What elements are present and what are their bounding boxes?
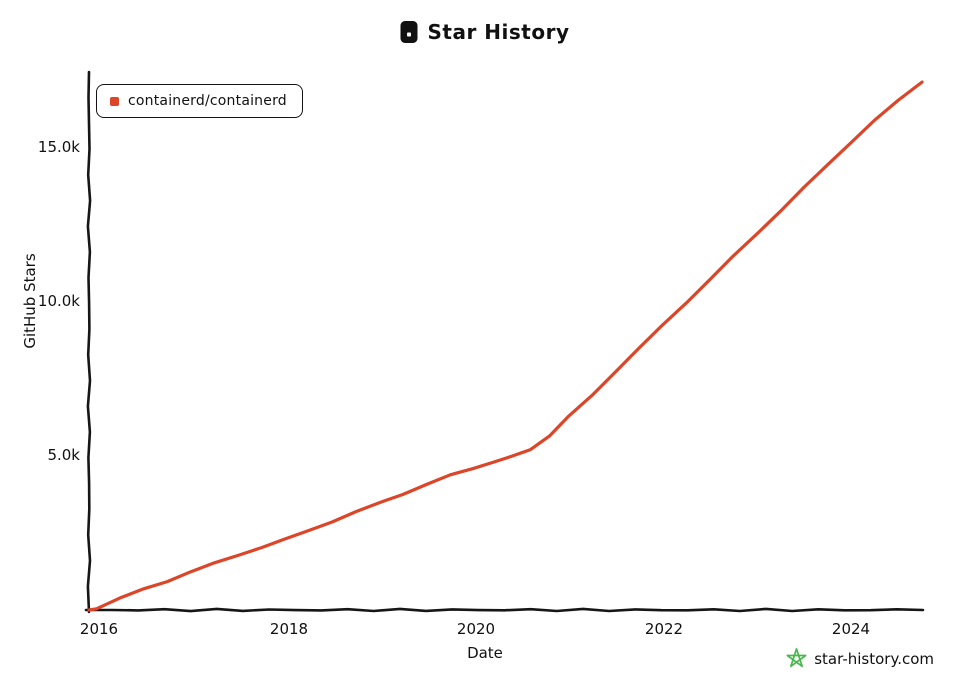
chart-title: Star History [427,20,570,44]
star-doodle-path [786,648,807,668]
x-tick-label: 2018 [269,620,309,638]
series-line [87,80,924,612]
y-tick-label: 15.0k [37,138,80,156]
watermark-text: star-history.com [814,649,934,668]
x-tick-label: 2022 [644,620,684,638]
x-tick-label: 2020 [456,620,496,638]
y-axis-title: GitHub Stars [21,253,39,349]
x-axis-title: Date [467,644,503,662]
star-history-logo-icon [399,20,419,44]
star-doodle-icon [785,647,808,670]
y-tick-label: 10.0k [37,292,80,310]
y-axis-line [86,70,92,614]
x-tick-label: 2016 [79,620,119,638]
legend-box: containerd/containerd [96,84,303,118]
x-axis-line [84,607,925,613]
chart-title-row: Star History [0,16,968,48]
y-tick-label: 5.0k [47,446,80,464]
x-tick-label: 2024 [831,620,871,638]
watermark-link[interactable]: star-history.com [785,647,934,670]
legend-series-swatch [110,96,119,106]
legend-series-label: containerd/containerd [128,93,287,109]
